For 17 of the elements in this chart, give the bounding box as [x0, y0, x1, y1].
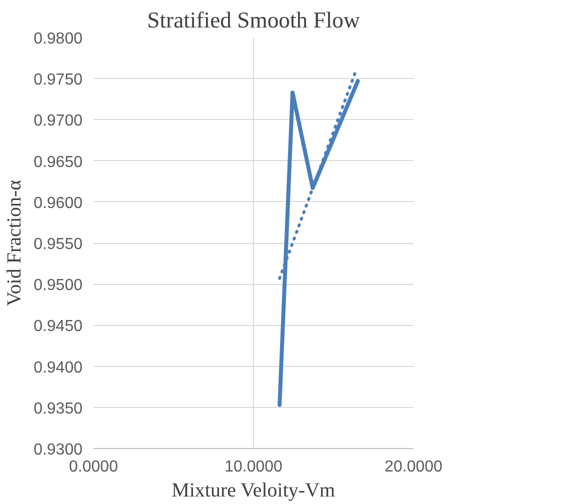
x-tick-label: 10.0000 [224, 458, 283, 476]
y-tick-label: 0.9800 [34, 30, 83, 48]
y-tick-label: 0.9350 [34, 400, 83, 418]
y-tick-label: 0.9600 [34, 194, 83, 212]
y-tick-label: 0.9550 [34, 236, 83, 253]
x-tick-label: 20.0000 [384, 458, 443, 476]
y-tick-label: 0.9750 [34, 72, 83, 89]
y-tick-label: 0.9450 [34, 318, 83, 336]
y-axis-title: Void Fraction-α [4, 179, 26, 306]
y-tick-label: 0.9650 [34, 154, 83, 171]
x-tick-label: 0.0000 [69, 458, 118, 476]
y-tick-label: 0.9300 [34, 442, 83, 458]
y-tick-label: 0.9700 [34, 112, 83, 130]
chart-title: Stratified Smooth Flow [147, 8, 360, 32]
x-axis-title: Mixture Veloity-Vm [172, 480, 336, 502]
y-tick-label: 0.9400 [34, 359, 83, 376]
y-tick-label: 0.9500 [34, 277, 83, 294]
